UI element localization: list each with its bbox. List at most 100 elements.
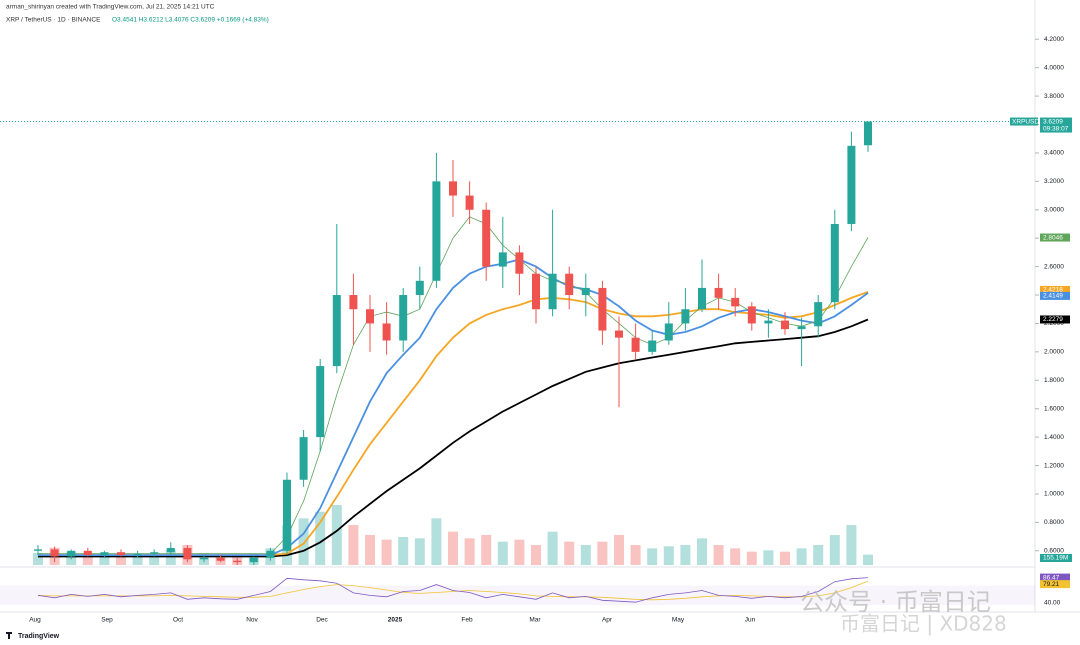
rsi-ma-tag-box: [1040, 580, 1070, 589]
candle-body: [465, 195, 474, 210]
volume-bar: [33, 553, 43, 565]
candle-body: [117, 552, 125, 556]
x-axis-label: May: [672, 617, 685, 624]
candle-body: [681, 309, 690, 324]
candle-body: [150, 552, 159, 554]
volume-bar: [713, 545, 724, 565]
moving-average: [38, 258, 869, 556]
candle-body: [781, 320, 789, 330]
candle-body: [349, 295, 358, 310]
rsi-tag: 86.47: [1043, 574, 1060, 581]
candle-body: [399, 295, 408, 341]
footer-logo: TradingView: [18, 633, 60, 640]
x-axis-label: Oct: [173, 617, 183, 624]
volume-bar: [829, 535, 840, 565]
candle-body: [382, 323, 391, 341]
candle-body: [830, 223, 839, 303]
ohlc-line: O3.4541 H3.6212 L3.4076 C3.6209 +0.1669 …: [112, 17, 269, 24]
y-tick-label: 3.8000: [1044, 93, 1064, 100]
volume-bar: [647, 548, 658, 565]
candle-body: [200, 557, 208, 560]
volume-bar: [99, 553, 110, 565]
y-tick-label: 1.4000: [1044, 434, 1064, 441]
y-tick-label: 3.4000: [1044, 150, 1064, 157]
volume-bar: [298, 518, 309, 565]
x-axis-label: Apr: [602, 617, 613, 624]
ma-tag-box: [1040, 315, 1070, 324]
volume-bar: [763, 550, 774, 565]
candle-body: [581, 287, 590, 296]
ma-tag-box: [1040, 285, 1070, 294]
candle-body: [664, 323, 673, 341]
volume-bar: [813, 545, 824, 565]
price-tag-box: [1040, 117, 1072, 133]
volume-bar: [497, 541, 508, 565]
candle-body: [747, 306, 756, 324]
watermark-sub: 币富日记 | XD828: [840, 612, 1007, 636]
symbol-tag-box: [1010, 117, 1038, 126]
volume-bar: [630, 545, 641, 565]
volume-bar: [398, 537, 409, 565]
volume-bar: [846, 525, 857, 565]
candle-body: [299, 437, 308, 480]
ma-tag: 2.8046: [1043, 234, 1063, 241]
y-tick-label: 2.0000: [1044, 349, 1064, 356]
y-tick-label: 1.8000: [1044, 377, 1064, 384]
volume-bar: [132, 555, 143, 565]
volume-bar: [580, 545, 591, 565]
y-tick-label: 4.0000: [1044, 64, 1064, 71]
moving-average: [38, 318, 869, 558]
symbol-line: XRP / TetherUS · 1D · BINANCE: [6, 17, 101, 24]
x-axis-label: Nov: [246, 617, 258, 624]
y-tick-label: 2.6000: [1044, 263, 1064, 270]
watermark: 公众号 · 币富日记: [800, 588, 991, 616]
candle-body: [615, 330, 623, 338]
candle-body: [415, 280, 424, 296]
volume-bar: [680, 545, 691, 565]
x-axis-label: Dec: [316, 617, 328, 624]
ma-tag: 2.2279: [1043, 316, 1063, 323]
ma-tag: 2.4149: [1043, 293, 1063, 300]
moving-average: [38, 216, 869, 554]
volume-bar: [365, 535, 375, 565]
countdown: 09:38:07: [1043, 125, 1069, 132]
candle-body: [266, 550, 275, 558]
candle-body: [565, 273, 574, 296]
y-tick-label: 2.2000: [1044, 320, 1064, 327]
candle-body: [864, 121, 872, 146]
volume-bar: [431, 518, 442, 565]
volume-bar: [116, 554, 126, 565]
ma-tag: 2.4218: [1043, 287, 1063, 294]
candle-body: [764, 320, 773, 324]
rsi-band: [0, 585, 1035, 606]
y-tick-label: 0.8000: [1044, 519, 1064, 526]
rsi-line: [37, 577, 869, 603]
x-axis-label: Feb: [461, 617, 473, 624]
candle-body: [515, 252, 524, 274]
volume-bar: [414, 538, 425, 565]
y-tick-label: 3.2000: [1044, 178, 1064, 185]
volume-bar: [315, 511, 326, 565]
candle-body: [598, 287, 607, 331]
candle-body: [631, 337, 640, 352]
symbol-tag: XRPUSDT: [1012, 118, 1043, 125]
author-line: arman_shirinyan created with TradingView…: [6, 4, 215, 11]
y-tick-label: 1.2000: [1044, 462, 1064, 469]
candle-body: [482, 209, 491, 267]
candle-body: [847, 145, 856, 224]
volume-tag-box: [1040, 554, 1072, 562]
candle-body: [34, 549, 42, 551]
volume-bar: [780, 551, 790, 565]
candle-body: [548, 273, 557, 310]
volume-bar: [531, 545, 541, 565]
volume-bar: [514, 539, 525, 565]
volume-tag: 155.19M: [1043, 555, 1068, 562]
volume-bar: [663, 546, 674, 565]
candle-body: [67, 550, 76, 557]
x-axis-label: Aug: [29, 617, 41, 624]
rsi-axis-label: 40.00: [1044, 600, 1061, 607]
rsi-ma-line: [37, 580, 869, 601]
volume-bar: [614, 535, 624, 565]
